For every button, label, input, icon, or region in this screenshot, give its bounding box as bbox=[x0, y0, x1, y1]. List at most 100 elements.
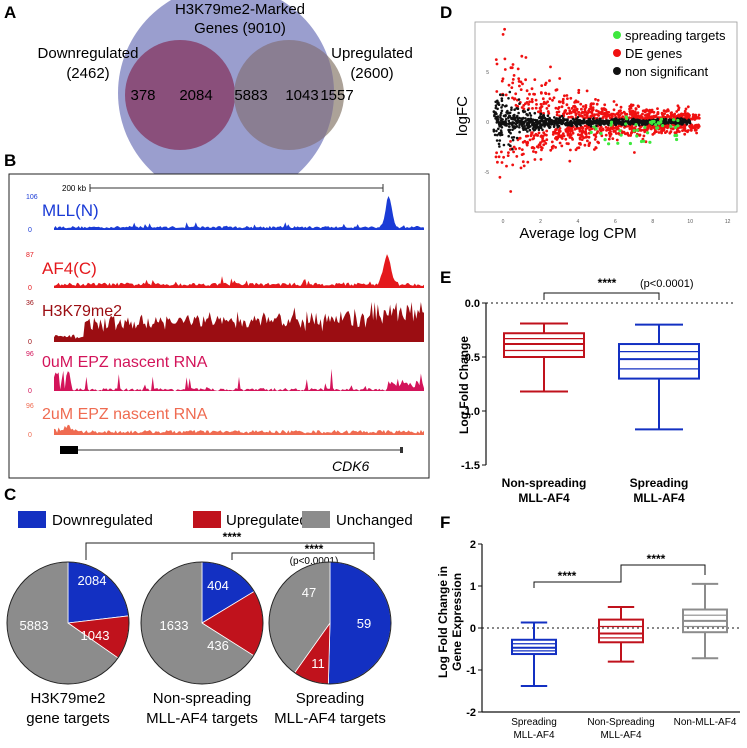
ma-point bbox=[652, 110, 656, 114]
ma-point bbox=[648, 111, 652, 114]
ma-point bbox=[508, 111, 512, 115]
ma-point bbox=[572, 118, 576, 121]
ma-xtick: 12 bbox=[725, 219, 731, 225]
ma-point bbox=[562, 117, 565, 120]
ma-point bbox=[496, 133, 499, 137]
ma-point bbox=[613, 113, 617, 117]
ma-point bbox=[595, 113, 599, 116]
ma-point bbox=[545, 138, 549, 142]
ma-point bbox=[511, 96, 514, 100]
ma-point bbox=[528, 121, 531, 124]
ma-point bbox=[529, 114, 533, 117]
ma-ylabel: logFC bbox=[454, 96, 471, 136]
ma-point bbox=[666, 113, 669, 117]
ma-point bbox=[495, 139, 499, 142]
ma-point bbox=[554, 146, 557, 149]
ma-point bbox=[628, 112, 632, 116]
pie-sig-inner-p: (p<0.0001) bbox=[290, 556, 339, 567]
ma-point bbox=[654, 114, 658, 118]
ma-point bbox=[519, 166, 523, 170]
venn-right-title: Upregulated bbox=[331, 45, 413, 62]
ma-point bbox=[664, 122, 667, 125]
ma-point bbox=[633, 151, 636, 154]
ma-point bbox=[683, 111, 687, 115]
ma-point bbox=[528, 100, 531, 104]
ma-point bbox=[515, 125, 519, 128]
ma-point bbox=[609, 123, 613, 127]
track-min-label: 0 bbox=[28, 388, 32, 395]
ma-point bbox=[569, 115, 573, 119]
pie-outline bbox=[268, 561, 392, 685]
ma-point bbox=[630, 125, 633, 129]
track-min-label: 0 bbox=[28, 339, 32, 346]
ma-point bbox=[564, 109, 567, 112]
ma-point bbox=[654, 130, 657, 134]
ma-point bbox=[676, 124, 680, 128]
ma-point bbox=[581, 105, 585, 108]
ma-point bbox=[589, 130, 593, 134]
ma-point bbox=[550, 140, 554, 144]
ma-point bbox=[547, 92, 551, 96]
legend-swatch-unchanged bbox=[302, 511, 330, 528]
pie-title-line2: MLL-AF4 targets bbox=[274, 710, 386, 727]
ma-point bbox=[525, 112, 528, 116]
y-tick-label: 1 bbox=[470, 581, 476, 593]
ma-point bbox=[518, 102, 521, 105]
ma-point bbox=[572, 105, 575, 108]
ma-point bbox=[679, 117, 683, 120]
ma-point bbox=[541, 97, 545, 101]
ma-point bbox=[531, 107, 534, 110]
ma-xtick: 8 bbox=[651, 219, 654, 225]
ma-point bbox=[574, 122, 577, 126]
ma-point bbox=[534, 98, 538, 102]
ma-point bbox=[536, 145, 540, 149]
ma-point bbox=[578, 142, 582, 145]
venn-left-only: 378 bbox=[130, 87, 155, 104]
ma-point bbox=[583, 113, 587, 117]
ma-point bbox=[509, 144, 512, 148]
legend-label-upregulated: Upregulated bbox=[226, 512, 308, 529]
ma-point bbox=[625, 112, 629, 116]
ma-point bbox=[643, 130, 647, 134]
ma-point bbox=[545, 117, 549, 121]
ma-point bbox=[558, 134, 562, 138]
ma-point bbox=[526, 108, 530, 112]
ma-point bbox=[518, 123, 521, 127]
pie-value-label: 1043 bbox=[81, 628, 110, 643]
track-1: 106 0 MLL(N) bbox=[26, 194, 424, 234]
pie-value-label: 436 bbox=[207, 638, 229, 653]
ma-point bbox=[649, 117, 653, 120]
ma-point bbox=[574, 99, 578, 103]
ma-point bbox=[546, 110, 550, 113]
ma-point bbox=[683, 132, 687, 136]
ma-point bbox=[527, 103, 530, 106]
track-max-label: 36 bbox=[26, 300, 34, 307]
ma-point bbox=[643, 110, 647, 114]
ma-point bbox=[532, 123, 536, 126]
ma-point bbox=[570, 107, 574, 110]
ma-point bbox=[669, 124, 673, 128]
ma-point bbox=[610, 112, 614, 116]
ma-point bbox=[568, 159, 572, 163]
ma-point bbox=[518, 116, 521, 120]
ma-point bbox=[520, 153, 524, 157]
e-sig-bracket bbox=[543, 292, 660, 300]
gene-model-cdk6 bbox=[60, 446, 403, 454]
ma-point bbox=[507, 143, 510, 146]
ma-point bbox=[558, 100, 562, 104]
ma-point bbox=[623, 126, 626, 129]
track-max-label: 106 bbox=[26, 194, 38, 201]
ma-point bbox=[513, 125, 516, 128]
ma-point bbox=[583, 124, 587, 128]
ma-point bbox=[507, 134, 511, 138]
ma-point bbox=[592, 122, 595, 125]
ma-point bbox=[537, 128, 541, 132]
ma-point bbox=[609, 120, 614, 124]
track-min-label: 0 bbox=[28, 432, 32, 439]
ma-point bbox=[588, 128, 591, 132]
pie-3: 59 11 47 Spreading MLL-AF4 targets bbox=[268, 561, 392, 727]
ma-point bbox=[495, 62, 499, 66]
ma-point bbox=[526, 130, 529, 133]
ma-point bbox=[521, 126, 525, 130]
ma-point bbox=[596, 140, 600, 144]
